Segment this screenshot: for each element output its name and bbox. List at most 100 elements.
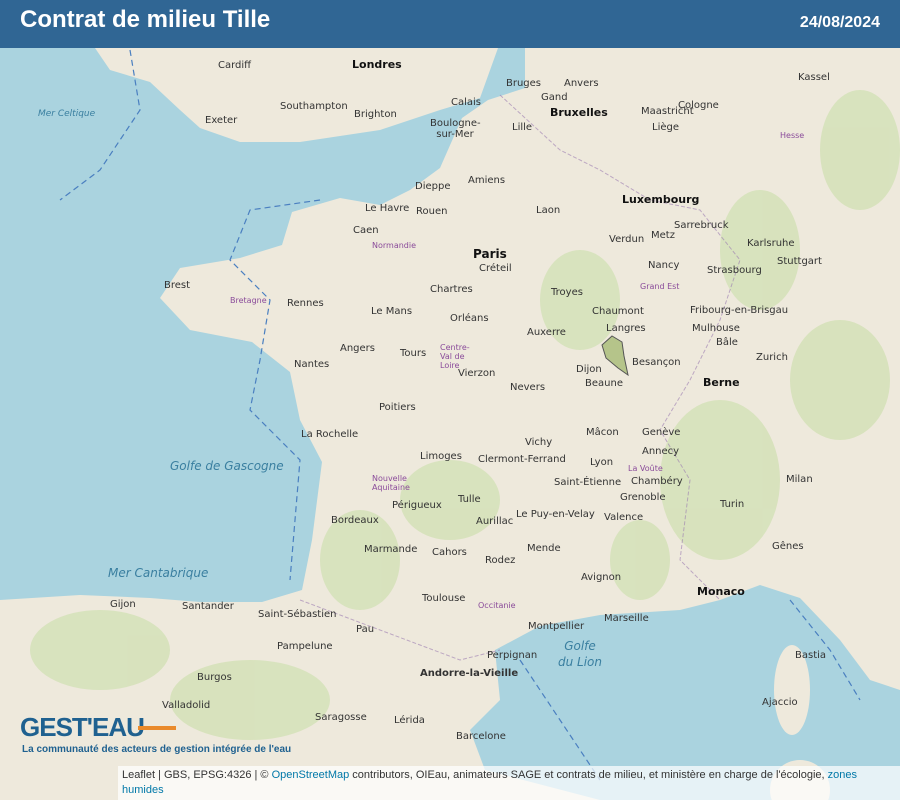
city-label: Bruges [506,78,542,89]
city-label: Lérida [394,715,425,726]
city-label: Strasbourg [707,265,762,276]
city-label: Gênes [772,541,804,552]
city-label: Caen [353,225,379,236]
region-label: Bretagne [230,296,267,305]
city-label: Montpellier [528,621,585,632]
city-label: Grenoble [620,492,666,503]
city-label: Chambéry [631,476,683,487]
city-label: Cahors [432,547,467,558]
attribution-text: contributors, OIEau, animateurs SAGE et … [349,769,828,781]
city-label: Toulouse [422,593,466,604]
attribution-prefix: Leaflet | GBS, EPSG:4326 | © [122,769,269,781]
city-label: La Rochelle [301,429,359,440]
city-label: Cardiff [218,60,252,71]
city-label: Zurich [756,352,788,363]
city-label: Créteil [479,263,512,274]
city-label: Gijon [110,599,136,610]
city-label: Mulhouse [692,323,740,334]
city-label: Exeter [205,115,238,126]
city-label: Tours [400,348,427,359]
city-label: Marmande [364,544,418,555]
sea-label: Golfe de Gascogne [170,459,284,473]
city-label: Monaco [697,585,745,598]
city-label: Nantes [294,359,330,370]
city-label: Lille [512,122,533,133]
city-label: Rennes [287,298,324,309]
city-label: Rodez [485,555,516,566]
city-label: Chartres [430,284,473,295]
city-label: Bastia [795,650,827,661]
city-label: Ajaccio [762,697,798,708]
region-label: Hesse [780,131,805,140]
city-label: Bordeaux [331,515,379,526]
city-label: Marseille [604,613,649,624]
sea-label: Mer Cantabrique [108,566,209,580]
city-label: Angers [340,343,375,354]
map-attribution: Leaflet | GBS, EPSG:4326 | © OpenStreetM… [118,766,900,800]
city-label: Karlsruhe [747,238,795,249]
page-title: Contrat de milieu Tille [20,6,271,33]
city-label: Aurillac [476,516,514,527]
city-label: Vichy [525,437,553,448]
city-label: Périgueux [392,500,442,511]
zones-humides-link[interactable]: zones humides [122,769,857,796]
city-label: Valence [604,512,644,523]
city-label: Southampton [280,101,348,112]
city-label: Lyon [590,457,614,468]
header-bar: Contrat de milieu Tille 24/08/2024 [0,0,900,48]
city-label: Auxerre [527,327,566,338]
corsica [774,645,810,735]
city-label: Saragosse [315,712,367,723]
region-label: Occitanie [478,601,516,610]
city-label: Gand [541,92,568,103]
city-label: Kassel [798,72,830,83]
sea-label: Mer Celtique [38,109,96,119]
city-label: Langres [606,323,646,334]
city-label: Limoges [420,451,462,462]
logo-tagline: La communauté des acteurs de gestion int… [22,744,292,755]
city-label: Pau [356,624,375,635]
city-label: Poitiers [379,402,416,413]
tille-area [601,335,629,377]
city-label: Bruxelles [550,106,608,119]
city-label: Perpignan [487,650,538,661]
city-label: Pampelune [277,641,333,652]
gesteau-logo[interactable]: GEST'EAU La communauté des acteurs de ge… [20,712,291,755]
city-label: Andorre-la-Vieille [420,668,519,679]
city-label: Cologne [678,100,719,111]
maritime-boundaries [59,49,861,781]
city-label: Milan [786,474,813,485]
city-label: Avignon [581,572,622,583]
borders [299,94,741,661]
city-label: Verdun [609,234,645,245]
city-label: Burgos [197,672,232,683]
region-label: Nouvelle Aquitaine [372,474,410,492]
city-label: Dijon [576,364,602,375]
city-label: Anvers [564,78,599,89]
osm-link[interactable]: OpenStreetMap [271,769,350,781]
city-label: Sarrebruck [674,220,729,231]
city-label: Vierzon [458,368,496,379]
city-label: Brighton [354,109,397,120]
city-label: Brest [164,280,191,291]
city-label: Saint-Sébastien [258,609,337,620]
city-label: Dieppe [415,181,451,192]
city-label: Laon [536,205,561,216]
city-label: Mâcon [586,427,619,438]
city-label: Mende [527,543,561,554]
city-label: Rouen [416,206,448,217]
city-label: Tulle [458,494,481,505]
region-label: Centre-Val de Loire [440,343,470,370]
city-label: Saint-Étienne [554,477,622,488]
city-label: Le Puy-en-Velay [516,509,595,520]
city-label: Barcelone [456,731,506,742]
city-label: Londres [352,58,402,71]
city-label: Troyes [551,287,583,298]
city-label: Fribourg-en-Brisgau [690,305,789,316]
city-label: Bâle [716,337,738,348]
city-label: Calais [451,97,482,108]
city-label: Luxembourg [622,193,700,206]
city-label: Nancy [648,260,680,271]
